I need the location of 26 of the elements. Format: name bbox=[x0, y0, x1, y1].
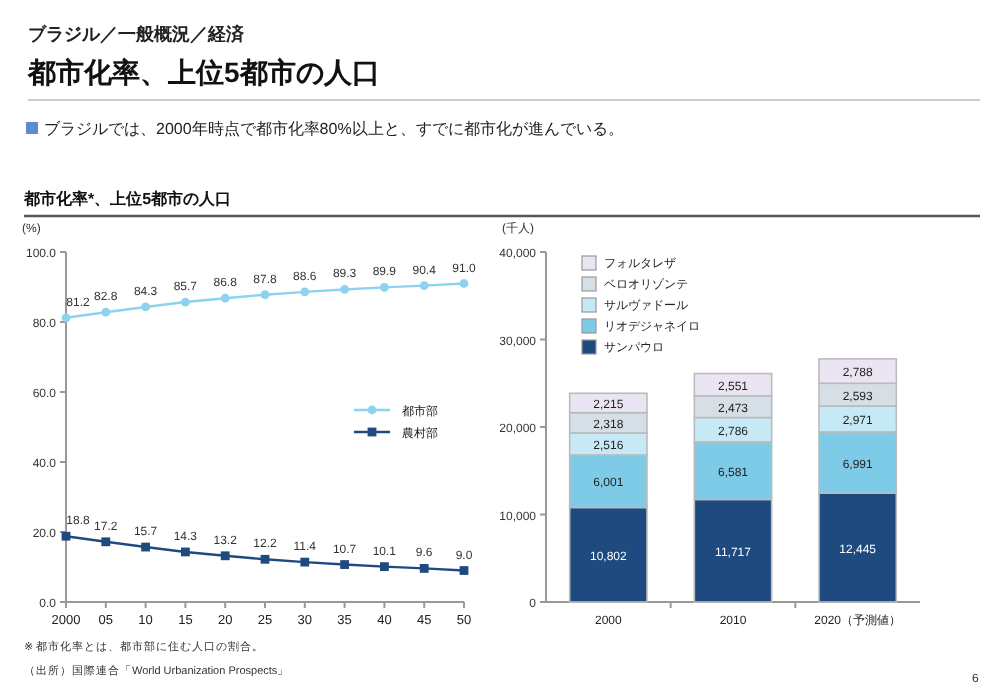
point bbox=[220, 293, 230, 303]
point bbox=[380, 282, 389, 292]
point bbox=[181, 297, 190, 307]
point bbox=[459, 566, 469, 575]
chart-subtitle: ブラジル／一般概況／経済 bbox=[28, 24, 246, 44]
point bbox=[419, 564, 429, 573]
point bbox=[340, 285, 349, 294]
point bbox=[181, 547, 190, 557]
point bbox=[101, 537, 111, 547]
point bbox=[61, 313, 71, 323]
point bbox=[101, 307, 111, 317]
point bbox=[141, 542, 150, 552]
point bbox=[380, 562, 389, 572]
point bbox=[61, 531, 71, 541]
text: 都市化率*、上位5都市の人口 bbox=[22, 188, 232, 208]
point bbox=[340, 560, 349, 569]
point bbox=[300, 287, 310, 297]
point bbox=[141, 302, 150, 312]
point bbox=[300, 557, 310, 567]
point bbox=[260, 290, 270, 300]
point bbox=[459, 279, 469, 288]
point bbox=[419, 281, 429, 290]
chart-title: 都市化率、上位5都市の人口 bbox=[26, 56, 380, 88]
text: ブラジルでは、2000年時点で都市化率80%以上と、すでに都市化が進んでいる。 bbox=[44, 120, 624, 138]
point bbox=[220, 551, 230, 561]
point bbox=[260, 554, 270, 564]
